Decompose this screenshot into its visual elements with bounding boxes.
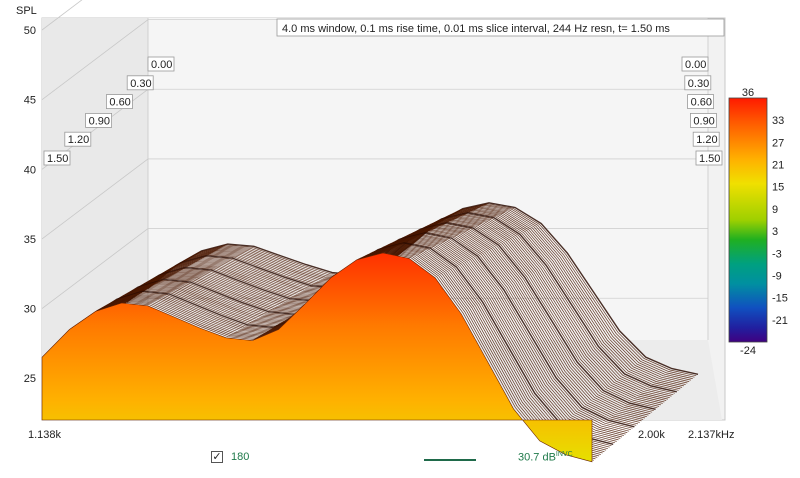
series-label: 180 <box>231 451 250 463</box>
svg-text:0.90: 0.90 <box>693 115 714 127</box>
series-level-value: 30.7 dB <box>518 451 556 464</box>
svg-text:0.00: 0.00 <box>151 59 172 71</box>
colorbar-tick-labels: 36 33 27 21 15 9 3 -3 -9 -15 -21 -24 <box>740 87 788 357</box>
title-box <box>276 18 725 37</box>
svg-text:1.20: 1.20 <box>696 134 717 146</box>
svg-text:0.30: 0.30 <box>130 78 151 90</box>
grid-line-left <box>41 19 149 100</box>
grid-line-left <box>41 158 149 240</box>
waterfall-slice <box>145 203 697 377</box>
colorbar-tick-label: -3 <box>772 248 782 260</box>
time-label-left: 0.00 <box>147 56 175 72</box>
svg-text:0.00: 0.00 <box>685 59 706 71</box>
colorbar-tick-label: 36 <box>742 87 754 99</box>
y-tick-label: 25 <box>24 373 36 385</box>
colorbar-tick-label: -24 <box>740 345 756 357</box>
grid-line-left <box>41 0 83 31</box>
svg-text:0.60: 0.60 <box>109 97 130 109</box>
time-label-right: 0.60 <box>687 94 714 109</box>
x-tick-label-start: 1.138k <box>28 429 62 441</box>
time-label-left: 1.50 <box>43 150 71 166</box>
time-label-left: 0.90 <box>85 113 112 128</box>
colorbar-tick-label: 27 <box>772 137 784 149</box>
time-label-right: 1.50 <box>695 150 723 166</box>
series-level: 30.7 dBINVC <box>518 451 573 469</box>
time-label-left: 0.30 <box>126 75 154 91</box>
time-labels-right: 0.00 0.30 0.60 0.90 1.20 1.50 <box>681 56 723 166</box>
grid-line-left <box>41 228 149 309</box>
front-slice-area <box>41 252 593 463</box>
svg-text:1.20: 1.20 <box>68 134 89 146</box>
waterfall-slice <box>147 202 699 375</box>
waterfall-slice <box>126 212 677 393</box>
colorbar-tick-label: 33 <box>772 115 784 127</box>
time-label-left: 0.60 <box>106 94 133 109</box>
svg-text:0.60: 0.60 <box>691 97 712 109</box>
waterfall-slice <box>131 210 683 388</box>
y-tick-label: 45 <box>24 95 36 107</box>
time-label-right: 0.30 <box>684 75 712 91</box>
time-labels-left: 0.000.300.60 0.901.201.50 <box>43 56 175 166</box>
chart-title: 4.0 ms window, 0.1 ms rise time, 0.01 ms… <box>282 23 670 35</box>
series-checkbox[interactable]: ✓ <box>211 450 223 463</box>
waterfall-slice <box>112 219 663 404</box>
y-axis-label: SPL <box>16 5 37 17</box>
colorbar-tick-label: -21 <box>772 315 788 327</box>
svg-text:1.50: 1.50 <box>47 153 68 165</box>
svg-text:1.50: 1.50 <box>699 153 720 165</box>
colorbar-tick-label: -15 <box>772 293 788 305</box>
waterfall-slice <box>133 209 684 387</box>
time-label-left: 1.20 <box>64 131 92 147</box>
time-label-right: 0.90 <box>690 113 717 128</box>
x-tick-label-end: 2.137kHz <box>688 429 734 441</box>
y-tick-labels: 25 30 35 40 45 50 <box>24 25 36 385</box>
colorbar <box>728 97 768 343</box>
x-tick-label-2k: 2.00k <box>638 429 665 441</box>
svg-text:0.90: 0.90 <box>89 115 110 127</box>
y-tick-label: 30 <box>24 304 36 316</box>
colorbar-tick-label: -9 <box>772 270 782 282</box>
time-label-right: 1.20 <box>692 131 720 147</box>
series-level-suffix: INVC <box>555 451 573 458</box>
svg-text:0.30: 0.30 <box>688 78 709 90</box>
colorbar-tick-label: 9 <box>772 204 778 216</box>
back-wall <box>148 18 708 340</box>
y-tick-label: 35 <box>24 234 36 246</box>
colorbar-tick-label: 3 <box>772 226 778 238</box>
colorbar-tick-label: 21 <box>772 160 784 172</box>
colorbar-tick-label: 15 <box>772 182 784 194</box>
time-label-right: 0.00 <box>681 56 709 72</box>
y-tick-label: 40 <box>24 164 36 176</box>
y-tick-label: 50 <box>24 25 36 37</box>
